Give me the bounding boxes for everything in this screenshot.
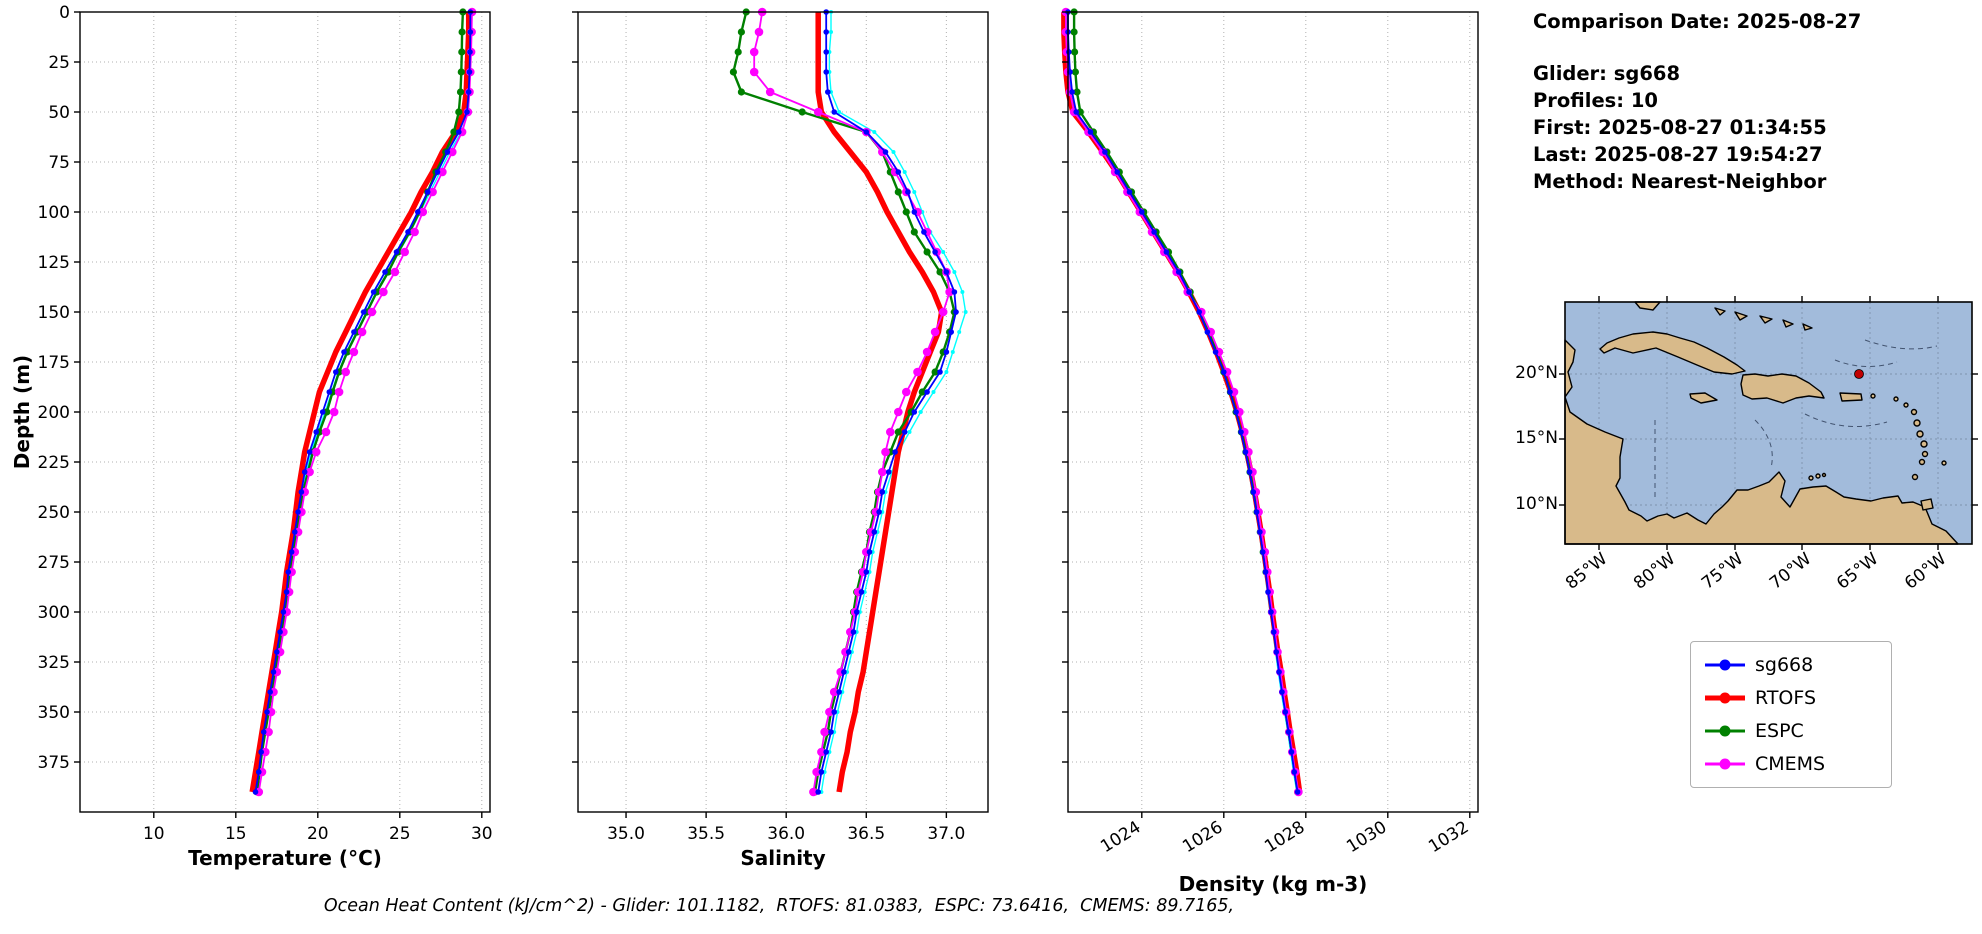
xtick-temperature: 30 [471,824,493,844]
xtick-temperature: 15 [225,824,247,844]
series-CMEMS-density [1065,12,1300,793]
legend: sg668 RTOFS ESPC CMEMS [1690,641,1892,788]
ytick-depth: 275 [38,553,70,573]
legend-marker-rtofs [1705,691,1745,705]
map-inset [1559,296,1978,550]
xtick-density: 1028 [1261,817,1308,857]
series-glider-raw-salinity [820,12,967,793]
depth-axis-label: Depth (m) [10,354,34,470]
xtick-density: 1026 [1179,817,1226,857]
series-RTOFS-density [1061,12,1303,793]
legend-marker-espc [1705,724,1745,738]
series-RTOFS-salinity [815,12,945,793]
map-mainland [1564,339,1959,545]
density-axis-label: Density (kg m-3) [1178,872,1368,896]
legend-item-cmems: CMEMS [1705,753,1877,775]
legend-marker-sg668 [1705,658,1745,672]
info-panel: Comparison Date: 2025-08-27 Glider: sg66… [1533,8,1861,195]
legend-marker-cmems [1705,757,1745,771]
last-profile-time: Last: 2025-08-27 19:54:27 [1533,143,1823,166]
ytick-depth: 225 [38,453,70,473]
ytick-depth: 50 [48,103,70,123]
map-puerto-rico [1839,392,1863,402]
ohc-caption: Ocean Heat Content (kJ/cm^2) - Glider: 1… [323,896,1235,916]
ytick-depth: 325 [38,653,70,673]
map-trinidad [1920,498,1934,511]
temperature-plot: 10 15 20 25 30025507510012515017520022525027… [38,3,493,844]
comparison-date: Comparison Date: 2025-08-27 [1533,10,1862,33]
legend-item-rtofs: RTOFS [1705,687,1877,709]
temperature-axis-label: Temperature (°C) [188,846,382,870]
ytick-depth: 125 [38,253,70,273]
xtick-density: 1032 [1425,817,1472,857]
series-sg668-density [1067,12,1299,793]
series-ESPC-temperature [255,11,465,793]
ytick-depth: 300 [38,603,70,623]
series-ESPC-density [1072,12,1299,793]
ytick-depth: 350 [38,703,70,723]
method: Method: Nearest-Neighbor [1533,170,1827,193]
ytick-depth: 200 [38,403,70,423]
map-lesser-antilles [1808,393,1947,481]
series-CMEMS-temperature [257,11,473,793]
map-frame [1564,301,1973,545]
map-jamaica [1689,392,1718,404]
series-glider-raw-temperature [255,11,472,793]
xtick-salinity: 36.5 [847,824,885,844]
ytick-depth: 100 [38,203,70,223]
series-CMEMS-salinity [753,11,951,793]
xtick-density: 1024 [1097,817,1144,857]
salinity-axis-label: Salinity [740,846,826,870]
xtick-density: 1030 [1343,817,1390,857]
density-plot: 1024 1026 1028 1030 1032 [1061,7,1479,857]
ytick-depth: 150 [38,303,70,323]
legend-item-espc: ESPC [1705,720,1877,742]
map-lat-20n: 20°N [1515,363,1558,383]
ytick-depth: 75 [48,153,70,173]
map-ticks [1559,296,1978,550]
xtick-temperature: 10 [143,824,165,844]
ytick-depth: 175 [38,353,70,373]
glider-position-marker [1854,369,1864,379]
ytick-depth: 25 [48,53,70,73]
series-sg668-salinity [817,12,957,793]
xtick-salinity: 36.0 [767,824,805,844]
map-cuba [1599,331,1746,375]
map-svg [1559,296,1978,550]
ytick-depth: 250 [38,503,70,523]
salinity-plot: 35.0 35.5 36.0 36.5 37.0 [572,7,989,844]
series-RTOFS-temperature [249,12,472,793]
xtick-salinity: 37.0 [927,824,965,844]
map-florida-bahamas [1634,301,1813,331]
xtick-temperature: 20 [307,824,329,844]
xtick-salinity: 35.0 [607,824,645,844]
map-boundaries [1654,339,1938,500]
series-sg668-temperature [254,12,472,793]
ytick-depth: 375 [38,753,70,773]
map-lat-15n: 15°N [1515,428,1558,448]
legend-item-sg668: sg668 [1705,654,1877,676]
map-hispaniola [1740,373,1825,404]
xtick-salinity: 35.5 [687,824,725,844]
xtick-temperature: 25 [389,824,411,844]
map-lat-10n: 10°N [1515,494,1558,514]
glider-name: Glider: sg668 [1533,62,1681,85]
series-glider-raw-density [1066,12,1298,793]
first-profile-time: First: 2025-08-27 01:34:55 [1533,116,1827,139]
ytick-depth: 0 [59,3,70,23]
profiles-count: Profiles: 10 [1533,89,1658,112]
